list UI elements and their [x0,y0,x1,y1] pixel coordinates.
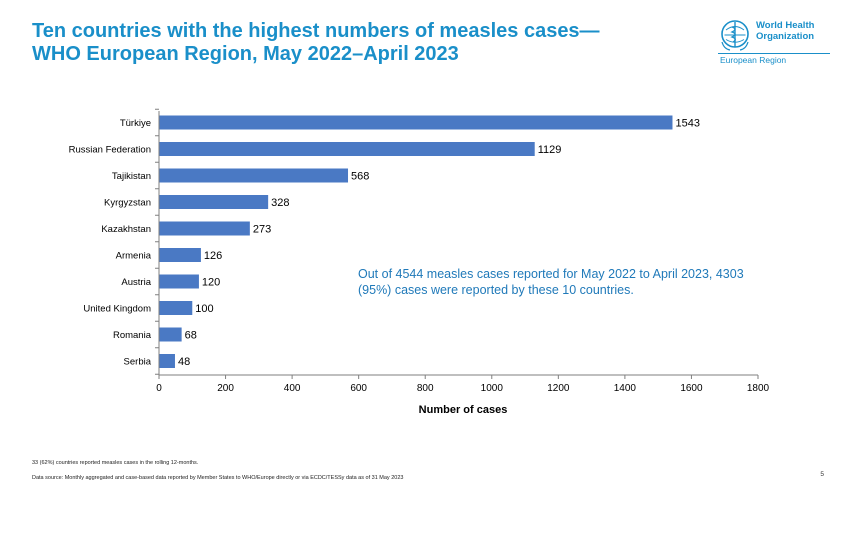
logo-divider [718,53,830,54]
who-logo: World Health Organization European Regio… [718,18,830,68]
category-label: Serbia [124,357,152,368]
bar-layer [159,115,673,368]
category-label: Austria [121,277,151,288]
data-label: 100 [195,303,213,315]
bar [159,115,673,130]
bar [159,274,199,289]
data-label: 1543 [675,118,699,130]
x-tick-label: 400 [284,383,301,394]
footnote: 33 (62%) countries reported measles case… [32,460,199,466]
bar [159,221,250,236]
data-label: 48 [178,356,190,368]
label-layer: 0 200 400 600 800 1000 1200 1400 1600 1800 Türkiye… [69,118,770,395]
bar [159,142,535,156]
bar [159,248,201,262]
x-tick-label: 600 [350,383,367,394]
page-number: 5 [820,471,824,478]
category-label: Kazakhstan [101,224,151,235]
bar [159,301,193,315]
data-source-note: Data source: Monthly aggregated and case… [32,475,404,481]
data-label: 273 [253,224,271,236]
category-label: Romania [113,330,152,341]
bar [159,195,269,209]
x-axis-title: Number of cases [419,404,508,416]
who-wordmark: World Health Organization [756,20,830,42]
x-tick-label: 1000 [481,383,504,394]
who-wordmark-line-2: Organization [756,31,815,42]
data-label: 120 [202,277,220,289]
category-label: Russian Federation [69,145,151,156]
axis-layer [155,108,759,379]
who-wordmark-line-1: World Health [756,20,815,31]
bar [159,327,182,342]
category-label: United Kingdom [83,304,151,315]
title-line-1: Ten countries with the highest numbers o… [32,20,600,42]
bar [159,168,349,183]
data-label: 68 [185,330,197,342]
data-label: 568 [351,171,369,183]
data-label: 1129 [538,144,562,156]
x-tick-label: 0 [156,383,162,394]
who-region-label: European Region [720,55,787,65]
category-label: Tajikistan [112,171,151,182]
category-label: Armenia [116,251,152,262]
who-emblem-icon [721,20,749,51]
title-line-2: WHO European Region, May 2022–April 2023 [32,43,459,65]
x-tick-label: 1200 [547,383,570,394]
summary-annotation: Out of 4544 measles cases reported for M… [358,267,744,297]
x-tick-label: 200 [217,383,234,394]
slide-title: Ten countries with the highest numbers o… [32,20,672,66]
x-tick-label: 1600 [680,383,703,394]
x-tick-label: 1800 [747,383,770,394]
x-tick-label: 1400 [614,383,637,394]
bar [159,354,175,368]
x-tick-label: 800 [417,383,434,394]
category-label: Türkiye [120,118,151,129]
category-label: Kyrgyzstan [104,198,151,209]
data-label: 328 [271,197,289,209]
data-label: 126 [204,250,222,262]
